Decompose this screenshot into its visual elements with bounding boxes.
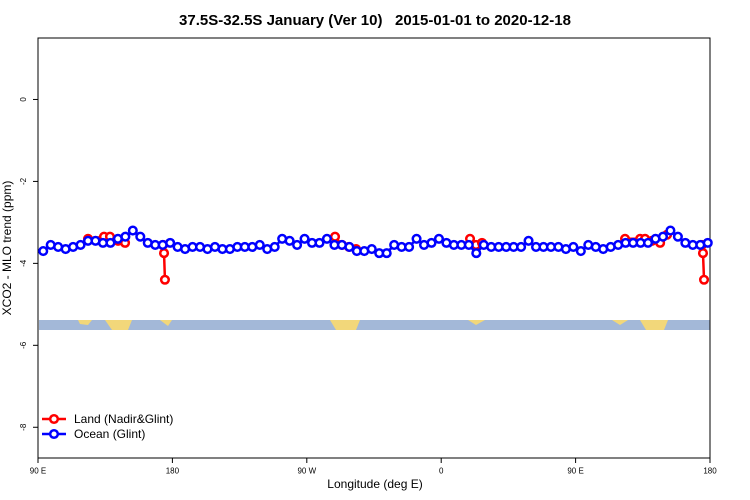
data-point bbox=[165, 237, 176, 248]
data-point bbox=[698, 274, 710, 285]
data-point bbox=[269, 241, 280, 253]
data-point bbox=[254, 239, 265, 250]
legend: Land (Nadir&Glint)Ocean (Glint) bbox=[42, 412, 173, 441]
map-strip bbox=[39, 320, 710, 330]
data-point bbox=[568, 241, 579, 253]
data-point bbox=[329, 231, 341, 242]
x-tick-label: 90 E bbox=[567, 467, 583, 476]
x-axis-label: Longitude (deg E) bbox=[327, 477, 422, 491]
x-tick-label: 90 W bbox=[297, 467, 316, 476]
data-point bbox=[642, 237, 654, 248]
data-point bbox=[127, 225, 138, 236]
chart-title: 37.5S-32.5S January (Ver 10) 2015-01-01 … bbox=[179, 12, 571, 29]
legend-marker bbox=[48, 413, 60, 425]
legend-label: Ocean (Glint) bbox=[74, 427, 145, 441]
data-point bbox=[38, 246, 49, 257]
data-point bbox=[75, 239, 86, 250]
legend-label: Land (Nadir&Glint) bbox=[74, 412, 173, 426]
data-point bbox=[463, 239, 474, 250]
data-point bbox=[344, 241, 355, 253]
data-point bbox=[433, 233, 445, 244]
y-tick-label: -4 bbox=[19, 259, 28, 267]
data-point bbox=[702, 237, 713, 248]
data-point bbox=[523, 235, 534, 246]
data-point bbox=[314, 237, 325, 248]
data-point bbox=[411, 233, 422, 244]
data-point bbox=[105, 237, 116, 248]
data-point bbox=[292, 239, 303, 250]
data-point bbox=[381, 248, 392, 259]
data-point bbox=[404, 241, 415, 253]
data-point bbox=[321, 233, 333, 244]
data-point bbox=[120, 231, 131, 242]
data-point bbox=[159, 274, 170, 285]
data-point bbox=[471, 248, 482, 259]
data-point bbox=[135, 231, 146, 242]
data-point bbox=[516, 241, 527, 253]
data-point bbox=[426, 237, 437, 248]
y-tick-label: -2 bbox=[19, 177, 28, 185]
data-point bbox=[665, 225, 676, 236]
data-point bbox=[575, 246, 586, 257]
x-tick-label: 0 bbox=[439, 467, 444, 476]
data-point bbox=[299, 233, 310, 244]
x-tick-label: 180 bbox=[703, 467, 717, 476]
y-axis-label: XCO2 - MLO trend (ppm) bbox=[0, 181, 14, 316]
y-tick-label: -8 bbox=[19, 423, 28, 431]
x-tick-label: 90 E bbox=[30, 467, 46, 476]
data-point bbox=[158, 248, 170, 259]
data-point bbox=[657, 231, 669, 242]
y-tick-label: 0 bbox=[19, 97, 28, 102]
y-tick-label: -6 bbox=[19, 341, 28, 349]
data-point bbox=[697, 248, 709, 259]
data-point bbox=[284, 235, 295, 246]
data-point bbox=[366, 243, 377, 255]
x-tick-label: 180 bbox=[166, 467, 180, 476]
legend-marker bbox=[48, 428, 60, 440]
plot-frame bbox=[37, 37, 711, 459]
data-point bbox=[672, 231, 683, 242]
